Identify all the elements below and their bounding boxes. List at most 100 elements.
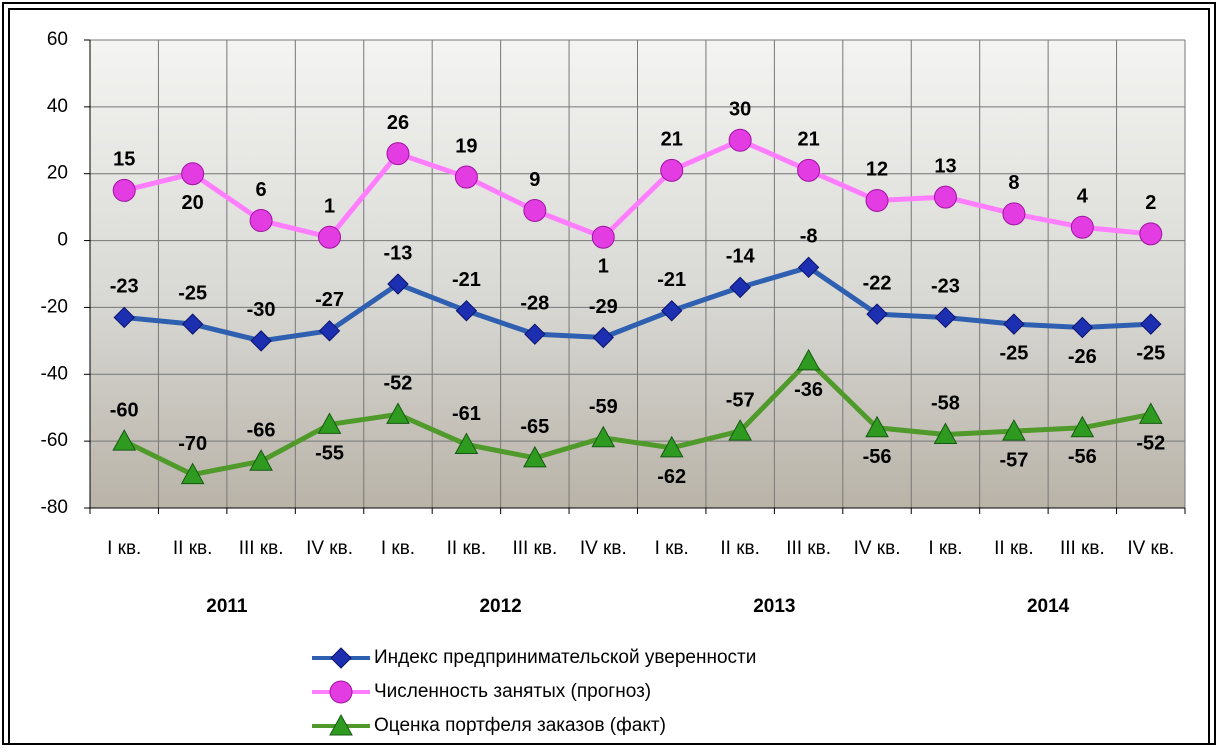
data-label: -58 — [931, 393, 960, 415]
data-label: -29 — [589, 296, 618, 318]
marker-diamond — [455, 300, 478, 322]
y-tick-label: -60 — [41, 430, 68, 451]
marker-triangle — [180, 462, 205, 485]
data-label: -25 — [178, 282, 207, 304]
x-tick-label: II кв. — [720, 538, 760, 559]
marker-diamond — [866, 303, 888, 325]
data-label: -66 — [247, 419, 276, 441]
marker-diamond — [318, 320, 341, 342]
y-tick-label: 0 — [57, 230, 68, 251]
data-label: 20 — [182, 192, 204, 214]
data-label: -14 — [726, 246, 756, 268]
marker-circle — [933, 185, 957, 209]
data-label: 21 — [661, 129, 683, 151]
data-label: -22 — [863, 272, 892, 294]
marker-triangle — [386, 402, 410, 424]
data-label: 9 — [529, 169, 540, 191]
x-tick-label: III кв. — [512, 538, 557, 559]
y-tick-label: -20 — [41, 296, 68, 317]
marker-triangle — [591, 425, 616, 448]
data-label: -55 — [315, 443, 344, 465]
marker-circle — [728, 128, 752, 152]
marker-triangle — [933, 422, 958, 444]
marker-triangle — [1002, 419, 1026, 441]
data-label: 1 — [598, 256, 609, 278]
marker-diamond — [592, 326, 614, 349]
x-tick-label: I кв. — [107, 538, 141, 559]
x-tick-label: IV кв. — [580, 538, 627, 559]
marker-triangle — [796, 348, 821, 371]
marker-triangle — [454, 432, 479, 454]
data-label: -52 — [1136, 433, 1165, 455]
data-label: -21 — [657, 269, 686, 291]
year-label: 2014 — [1027, 596, 1070, 617]
x-tick-label: IV кв. — [306, 538, 353, 559]
x-tick-label: III кв. — [239, 538, 284, 559]
data-label: 13 — [934, 155, 956, 177]
x-tick-label: III кв. — [1060, 538, 1105, 559]
data-label: -27 — [315, 289, 344, 311]
marker-triangle — [317, 412, 342, 434]
data-label: 6 — [256, 179, 267, 201]
marker-circle — [249, 209, 273, 233]
marker-diamond — [661, 300, 683, 322]
data-label: -8 — [800, 226, 818, 248]
data-label: 1 — [324, 196, 335, 218]
y-tick-label: 20 — [47, 163, 68, 184]
data-label: -70 — [178, 433, 207, 455]
year-label: 2011 — [206, 596, 248, 617]
marker-diamond — [330, 647, 352, 669]
data-label: -56 — [1068, 446, 1097, 468]
data-label: 30 — [729, 99, 751, 121]
data-label: 4 — [1077, 185, 1089, 207]
marker-circle — [797, 158, 821, 182]
marker-triangle — [249, 449, 273, 471]
data-label: -65 — [520, 416, 549, 438]
x-tick-label: II кв. — [173, 538, 213, 559]
x-tick-label: II кв. — [447, 538, 487, 559]
data-label: -52 — [384, 373, 413, 395]
marker-circle — [1002, 202, 1026, 226]
data-label: -26 — [1068, 346, 1097, 368]
data-label: -62 — [657, 466, 686, 488]
marker-triangle — [728, 419, 753, 441]
year-label: 2012 — [479, 596, 521, 617]
marker-triangle — [1138, 402, 1163, 424]
data-label: -23 — [110, 276, 139, 298]
marker-diamond — [387, 273, 409, 295]
data-label: 19 — [455, 135, 477, 157]
marker-diamond — [113, 306, 135, 329]
data-label: -61 — [452, 403, 481, 425]
data-label: 15 — [113, 149, 135, 171]
data-label: -56 — [863, 446, 892, 468]
marker-diamond — [1003, 313, 1025, 335]
marker-diamond — [934, 306, 957, 329]
series-line — [123, 137, 1152, 240]
y-tick-label: 40 — [47, 96, 68, 117]
x-tick-label: I кв. — [928, 538, 962, 559]
x-tick-label: III кв. — [786, 538, 831, 559]
data-label: 12 — [866, 159, 888, 181]
marker-circle — [318, 225, 342, 249]
data-label: -23 — [931, 276, 960, 298]
y-tick-label: -40 — [41, 363, 68, 384]
marker-circle — [660, 158, 684, 182]
data-label: 26 — [387, 112, 409, 134]
marker-triangle — [659, 435, 684, 458]
data-label: -59 — [589, 396, 618, 418]
x-tick-label: IV кв. — [1127, 538, 1174, 559]
data-label: -25 — [999, 342, 1028, 364]
year-label: 2013 — [753, 596, 795, 617]
legend-label: Оценка портфеля заказов (факт) — [374, 715, 666, 736]
data-label: -30 — [247, 299, 276, 321]
marker-circle — [329, 680, 353, 704]
legend-label: Численность занятых (прогноз) — [374, 681, 651, 702]
data-label: 21 — [797, 129, 819, 151]
marker-diamond — [1140, 313, 1162, 335]
series-line — [123, 358, 1152, 478]
y-tick-label: 60 — [47, 29, 68, 50]
data-label: -36 — [794, 379, 823, 401]
marker-circle — [591, 225, 615, 249]
y-tick-label: -80 — [41, 497, 68, 518]
